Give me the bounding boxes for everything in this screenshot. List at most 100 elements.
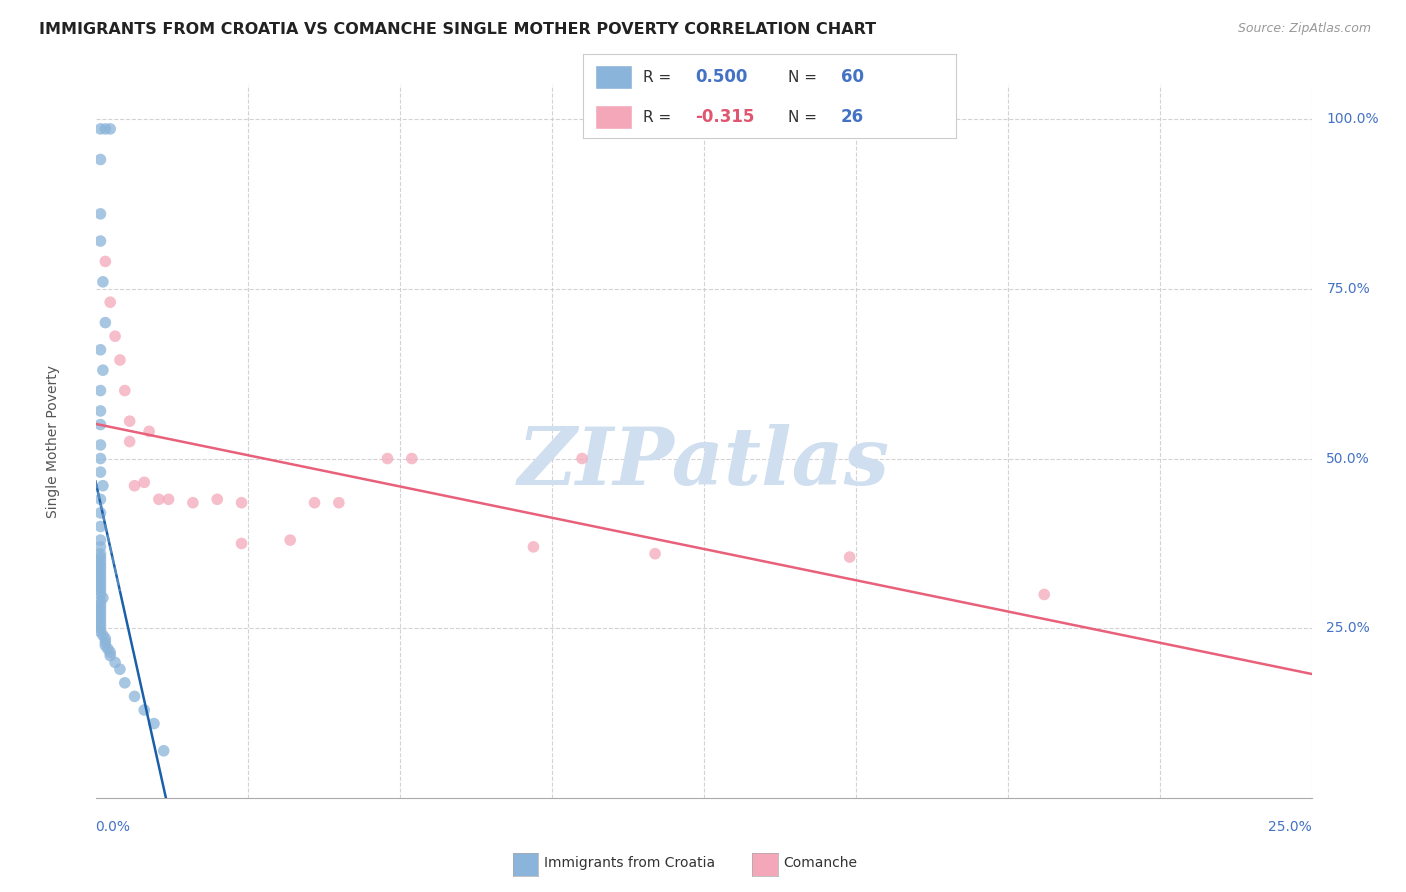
- Point: [94, 122, 117, 136]
- Point: [377, 451, 399, 466]
- Point: [401, 451, 423, 466]
- Point: [89, 234, 111, 248]
- Text: Comanche: Comanche: [783, 856, 858, 871]
- Point: [89, 594, 111, 608]
- Text: 50.0%: 50.0%: [1326, 451, 1369, 466]
- Point: [89, 384, 111, 398]
- Point: [91, 363, 114, 377]
- Point: [89, 622, 111, 636]
- Point: [148, 492, 170, 507]
- Point: [522, 540, 544, 554]
- Point: [181, 496, 204, 510]
- Point: [118, 414, 141, 428]
- Point: [98, 645, 121, 659]
- Point: [1033, 587, 1056, 601]
- Text: 26: 26: [841, 108, 863, 126]
- Point: [89, 492, 111, 507]
- Point: [207, 492, 229, 507]
- Point: [89, 122, 111, 136]
- Point: [118, 434, 141, 449]
- Text: 100.0%: 100.0%: [1326, 112, 1379, 126]
- Point: [108, 353, 131, 368]
- Point: [89, 601, 111, 615]
- Point: [304, 496, 326, 510]
- Bar: [595, 105, 631, 129]
- Point: [231, 536, 253, 550]
- Point: [278, 533, 301, 547]
- Point: [94, 632, 117, 646]
- Point: [104, 656, 127, 670]
- Point: [89, 557, 111, 571]
- Point: [104, 329, 127, 343]
- Point: [89, 574, 111, 588]
- Text: 25.0%: 25.0%: [1326, 622, 1369, 635]
- Point: [124, 479, 146, 493]
- Point: [157, 492, 180, 507]
- Point: [89, 506, 111, 520]
- Point: [89, 343, 111, 357]
- Point: [124, 690, 146, 704]
- Point: [89, 618, 111, 632]
- Point: [89, 607, 111, 622]
- Point: [143, 716, 166, 731]
- Point: [89, 540, 111, 554]
- Point: [89, 533, 111, 547]
- Point: [89, 550, 111, 565]
- Point: [328, 496, 350, 510]
- Text: 60: 60: [841, 69, 863, 87]
- Text: IMMIGRANTS FROM CROATIA VS COMANCHE SINGLE MOTHER POVERTY CORRELATION CHART: IMMIGRANTS FROM CROATIA VS COMANCHE SING…: [39, 22, 876, 37]
- Point: [89, 611, 111, 625]
- Point: [89, 581, 111, 595]
- Text: 75.0%: 75.0%: [1326, 282, 1369, 295]
- Text: Immigrants from Croatia: Immigrants from Croatia: [544, 856, 716, 871]
- Point: [91, 479, 114, 493]
- Point: [838, 550, 860, 565]
- Point: [94, 635, 117, 649]
- Point: [89, 560, 111, 574]
- Point: [114, 384, 136, 398]
- Point: [91, 628, 114, 642]
- Point: [89, 570, 111, 584]
- Text: R =: R =: [643, 70, 676, 85]
- Point: [89, 153, 111, 167]
- Point: [89, 519, 111, 533]
- Text: N =: N =: [789, 70, 823, 85]
- Point: [89, 567, 111, 582]
- Point: [89, 553, 111, 567]
- Point: [89, 584, 111, 599]
- Point: [98, 122, 121, 136]
- Text: Source: ZipAtlas.com: Source: ZipAtlas.com: [1237, 22, 1371, 36]
- Point: [94, 316, 117, 330]
- Point: [89, 564, 111, 578]
- Text: 25.0%: 25.0%: [1268, 820, 1312, 834]
- Text: 0.500: 0.500: [695, 69, 748, 87]
- Point: [89, 615, 111, 629]
- Point: [97, 641, 120, 656]
- Point: [138, 425, 160, 439]
- Point: [152, 744, 174, 758]
- Point: [571, 451, 593, 466]
- Text: ZIPatlas: ZIPatlas: [517, 425, 890, 501]
- Point: [644, 547, 666, 561]
- Point: [98, 648, 121, 663]
- Point: [134, 703, 156, 717]
- Point: [89, 451, 111, 466]
- Point: [134, 475, 156, 490]
- Text: N =: N =: [789, 110, 823, 125]
- Point: [91, 591, 114, 605]
- Point: [114, 675, 136, 690]
- Point: [89, 465, 111, 479]
- Text: -0.315: -0.315: [695, 108, 755, 126]
- Text: 0.0%: 0.0%: [96, 820, 131, 834]
- Point: [89, 438, 111, 452]
- Point: [98, 295, 121, 310]
- Point: [89, 417, 111, 432]
- Point: [89, 404, 111, 418]
- Point: [94, 639, 117, 653]
- Text: Single Mother Poverty: Single Mother Poverty: [46, 365, 60, 518]
- Point: [231, 496, 253, 510]
- Point: [89, 577, 111, 591]
- Point: [89, 624, 111, 639]
- Point: [91, 275, 114, 289]
- Bar: [595, 65, 631, 89]
